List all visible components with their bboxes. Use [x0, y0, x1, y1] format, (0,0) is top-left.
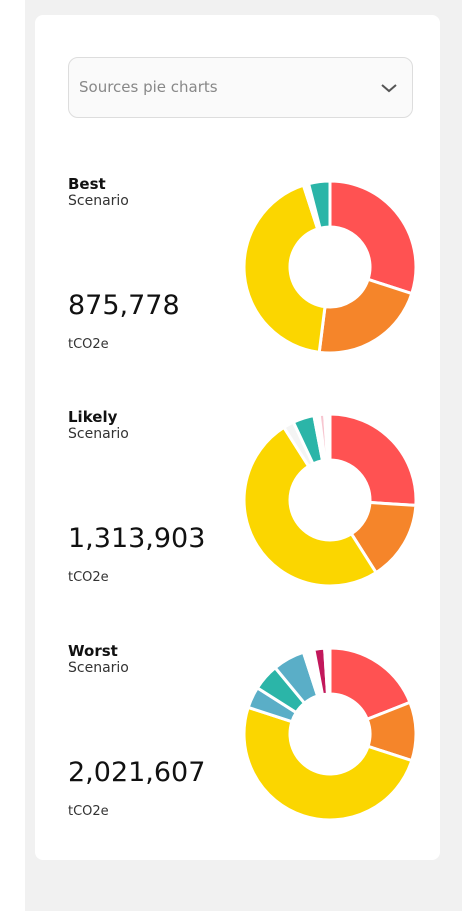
donut-slice[interactable]: [242, 425, 379, 588]
scenario-title: Best: [68, 175, 106, 193]
scenario-title: Likely: [68, 408, 118, 426]
scenario-subtitle: Scenario: [68, 660, 129, 676]
scenario-title: Worst: [68, 642, 118, 660]
scenario-subtitle: Scenario: [68, 426, 129, 442]
dropdown[interactable]: Sources pie charts: [68, 57, 413, 118]
chevron: [381, 84, 397, 93]
donut-slice[interactable]: [323, 646, 332, 696]
donut-chart: [242, 646, 418, 822]
donut-slice[interactable]: [317, 277, 414, 355]
donut-slice[interactable]: [242, 183, 327, 355]
scenario-value: 1,313,903: [68, 523, 206, 554]
dropdown-label: Sources pie charts: [79, 78, 218, 96]
scenario-value: 875,778: [68, 290, 180, 321]
donut-slice[interactable]: [328, 179, 418, 296]
donut-slice[interactable]: [242, 705, 414, 822]
donut-chart: [242, 179, 418, 355]
donut-slice[interactable]: [323, 412, 332, 462]
scenario-unit: tCO2e: [68, 337, 109, 352]
donut-slice[interactable]: [306, 179, 332, 231]
scenario-value: 2,021,607: [68, 757, 206, 788]
donut-slice[interactable]: [328, 412, 418, 507]
donut-chart: [242, 412, 418, 588]
scenario-unit: tCO2e: [68, 804, 109, 819]
scenario-unit: tCO2e: [68, 570, 109, 585]
scenario-subtitle: Scenario: [68, 193, 129, 209]
